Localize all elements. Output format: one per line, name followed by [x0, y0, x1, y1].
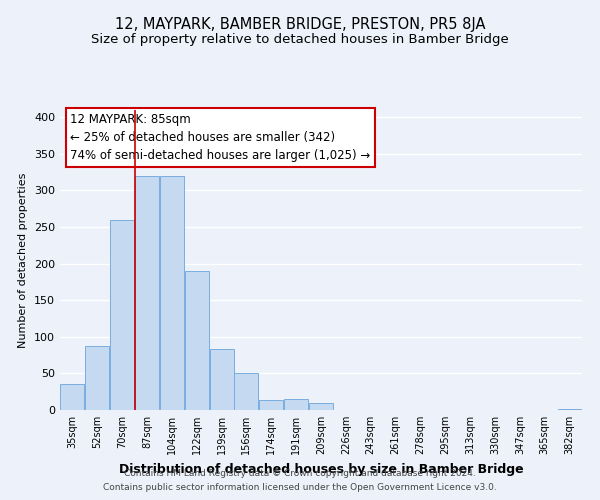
Bar: [160, 176, 184, 410]
Text: 12 MAYPARK: 85sqm
← 25% of detached houses are smaller (342)
74% of semi-detache: 12 MAYPARK: 85sqm ← 25% of detached hous…: [70, 113, 371, 162]
X-axis label: Distribution of detached houses by size in Bamber Bridge: Distribution of detached houses by size …: [119, 462, 523, 475]
Bar: [309, 404, 333, 410]
Text: Size of property relative to detached houses in Bamber Bridge: Size of property relative to detached ho…: [91, 32, 509, 46]
Text: Contains public sector information licensed under the Open Government Licence v3: Contains public sector information licen…: [103, 484, 497, 492]
Bar: [235, 374, 259, 410]
Bar: [135, 176, 159, 410]
Bar: [557, 408, 581, 410]
Bar: [259, 400, 283, 410]
Bar: [110, 220, 134, 410]
Y-axis label: Number of detached properties: Number of detached properties: [19, 172, 28, 348]
Text: 12, MAYPARK, BAMBER BRIDGE, PRESTON, PR5 8JA: 12, MAYPARK, BAMBER BRIDGE, PRESTON, PR5…: [115, 18, 485, 32]
Bar: [61, 384, 85, 410]
Text: Contains HM Land Registry data © Crown copyright and database right 2024.: Contains HM Land Registry data © Crown c…: [124, 468, 476, 477]
Bar: [185, 271, 209, 410]
Bar: [85, 346, 109, 410]
Bar: [209, 350, 233, 410]
Bar: [284, 399, 308, 410]
